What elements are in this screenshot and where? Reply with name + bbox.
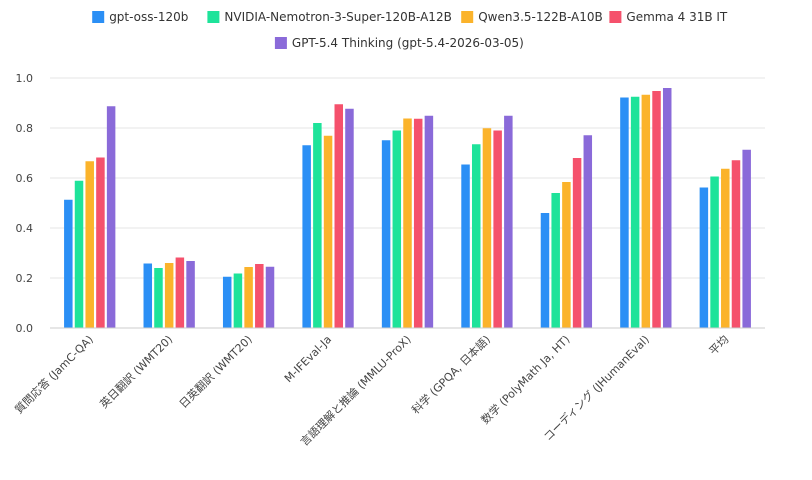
legend-item[interactable]: NVIDIA-Nemotron-3-Super-120B-A12B xyxy=(207,10,452,24)
bar[interactable] xyxy=(482,128,492,328)
bar[interactable] xyxy=(85,161,94,328)
bar[interactable] xyxy=(641,94,651,328)
legend-swatch xyxy=(461,11,474,23)
bar[interactable] xyxy=(244,267,253,328)
legend-swatch xyxy=(92,11,105,23)
bar[interactable] xyxy=(143,263,153,329)
y-tick-label: 0.2 xyxy=(16,272,34,285)
bar[interactable] xyxy=(413,118,423,328)
x-tick-label: 数学 (PolyMath Ja, HT) xyxy=(478,332,572,426)
legend-item[interactable]: GPT-5.4 Thinking (gpt-5.4-2026-03-05) xyxy=(274,36,524,50)
y-tick-label: 0.0 xyxy=(16,322,34,335)
legend-label: Gemma 4 31B IT xyxy=(626,10,728,24)
bar[interactable] xyxy=(572,158,582,328)
bar[interactable] xyxy=(620,97,629,329)
y-tick-label: 1.0 xyxy=(16,72,34,85)
bar[interactable] xyxy=(710,176,719,329)
bar[interactable] xyxy=(562,182,571,328)
bar[interactable] xyxy=(583,135,593,328)
bar[interactable] xyxy=(461,164,470,329)
x-axis-labels: 質問応答 (JamC-QA) 英日翻訳 (WMT20) 日英翻訳 (WMT20) M-… xyxy=(12,332,732,448)
bar[interactable] xyxy=(699,187,709,329)
bar[interactable] xyxy=(222,276,232,328)
bar[interactable] xyxy=(403,118,412,329)
legend-swatch xyxy=(274,37,287,49)
bar[interactable] xyxy=(504,115,513,328)
y-axis-ticks: 0.0 0.2 0.4 0.6 0.8 1.0 xyxy=(16,72,34,335)
x-tick-label: 質問応答 (JamC-QA) xyxy=(12,332,96,416)
bar[interactable] xyxy=(302,145,311,328)
x-tick-label: 日英翻訳 (WMT20) xyxy=(176,332,255,411)
legend-label: GPT-5.4 Thinking (gpt-5.4-2026-03-05) xyxy=(292,36,524,50)
bar[interactable] xyxy=(186,261,195,328)
bar[interactable] xyxy=(471,144,481,328)
bar[interactable] xyxy=(164,263,174,328)
x-tick-label: M-IFEval-Ja xyxy=(282,333,334,385)
bar[interactable] xyxy=(721,168,730,328)
bar[interactable] xyxy=(323,135,333,328)
bar[interactable] xyxy=(551,193,560,328)
legend-swatch xyxy=(207,11,220,23)
bar[interactable] xyxy=(424,115,434,328)
bar[interactable] xyxy=(154,268,163,328)
bar[interactable] xyxy=(74,180,84,328)
bar[interactable] xyxy=(652,91,661,328)
bar[interactable] xyxy=(392,130,402,329)
bar[interactable] xyxy=(64,199,73,328)
x-tick-label: 英日翻訳 (WMT20) xyxy=(97,332,176,411)
bar[interactable] xyxy=(96,157,105,329)
bar[interactable] xyxy=(540,213,550,328)
legend-item[interactable]: gpt-oss-120b xyxy=(92,10,188,24)
y-tick-label: 0.4 xyxy=(16,222,34,235)
bar[interactable] xyxy=(662,88,672,328)
bar[interactable] xyxy=(742,149,751,328)
bar[interactable] xyxy=(345,108,354,328)
x-tick-label: 平均 xyxy=(707,333,732,358)
bar[interactable] xyxy=(731,160,741,328)
bar[interactable] xyxy=(233,273,243,329)
legend-label: Qwen3.5-122B-A10B xyxy=(478,10,603,24)
x-tick-label: 科学 (GPQA, 日本語) xyxy=(409,332,493,416)
bar[interactable] xyxy=(630,96,640,328)
bar[interactable] xyxy=(175,257,185,329)
legend: gpt-oss-120b NVIDIA-Nemotron-3-Super-120B… xyxy=(92,10,728,50)
bar[interactable] xyxy=(313,123,322,328)
y-tick-label: 0.6 xyxy=(16,172,34,185)
legend-label: NVIDIA-Nemotron-3-Super-120B-A12B xyxy=(224,10,451,24)
bar[interactable] xyxy=(106,106,116,328)
legend-swatch xyxy=(609,11,622,23)
bar[interactable] xyxy=(334,104,344,328)
y-tick-label: 0.8 xyxy=(16,122,34,135)
legend-item[interactable]: Gemma 4 31B IT xyxy=(609,10,728,24)
bar[interactable] xyxy=(265,266,275,328)
bar[interactable] xyxy=(493,130,502,329)
legend-item[interactable]: Qwen3.5-122B-A10B xyxy=(461,10,603,24)
bar[interactable] xyxy=(255,264,264,328)
bar[interactable] xyxy=(381,140,391,328)
bars xyxy=(64,88,751,328)
legend-label: gpt-oss-120b xyxy=(109,10,188,24)
